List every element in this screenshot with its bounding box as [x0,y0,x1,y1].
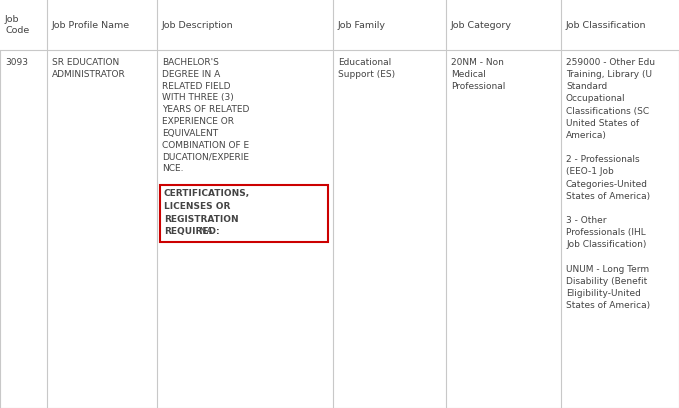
Text: BACHELOR'S
DEGREE IN A
RELATED FIELD
WITH THREE (3)
YEARS OF RELATED
EXPERIENCE : BACHELOR'S DEGREE IN A RELATED FIELD WIT… [162,58,249,173]
Bar [160,185,328,242]
Text: Job Classification: Job Classification [566,20,646,29]
Text: Job Family: Job Family [338,20,386,29]
Text: Job Profile Name: Job Profile Name [52,20,130,29]
Text: Job Description: Job Description [162,20,234,29]
Text: REGISTRATION: REGISTRATION [164,215,238,224]
Text: 259000 - Other Edu
Training, Library (U
Standard
Occupational
Classifications (S: 259000 - Other Edu Training, Library (U … [566,58,655,310]
Text: SR EDUCATION
ADMINISTRATOR: SR EDUCATION ADMINISTRATOR [52,58,126,79]
Text: 3093: 3093 [5,58,28,67]
Text: NA: NA [194,227,213,236]
Text: Job
Code: Job Code [5,15,29,35]
Text: CERTIFICATIONS,: CERTIFICATIONS, [164,189,250,198]
Text: LICENSES OR: LICENSES OR [164,202,230,211]
Text: Job Category: Job Category [451,20,512,29]
Text: REQUIRED:: REQUIRED: [164,227,219,236]
Text: Educational
Support (ES): Educational Support (ES) [338,58,395,79]
Text: 20NM - Non
Medical
Professional: 20NM - Non Medical Professional [451,58,505,91]
Bar [0,0,679,50]
